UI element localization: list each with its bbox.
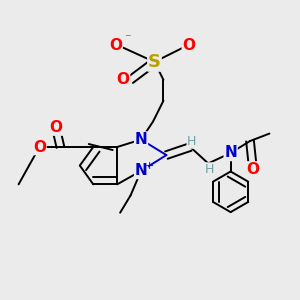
Text: H: H <box>187 135 196 148</box>
Text: O: O <box>109 38 122 53</box>
Text: N: N <box>135 164 147 178</box>
Text: O: O <box>182 38 195 53</box>
Text: N: N <box>224 146 237 160</box>
Text: O: O <box>247 162 260 177</box>
Text: H: H <box>205 163 214 176</box>
Text: O: O <box>33 140 46 154</box>
Text: +: + <box>145 160 154 170</box>
Text: O: O <box>50 120 62 135</box>
Text: S: S <box>148 53 161 71</box>
Text: ⁻: ⁻ <box>124 32 131 45</box>
Text: N: N <box>135 132 147 147</box>
Text: O: O <box>117 72 130 87</box>
